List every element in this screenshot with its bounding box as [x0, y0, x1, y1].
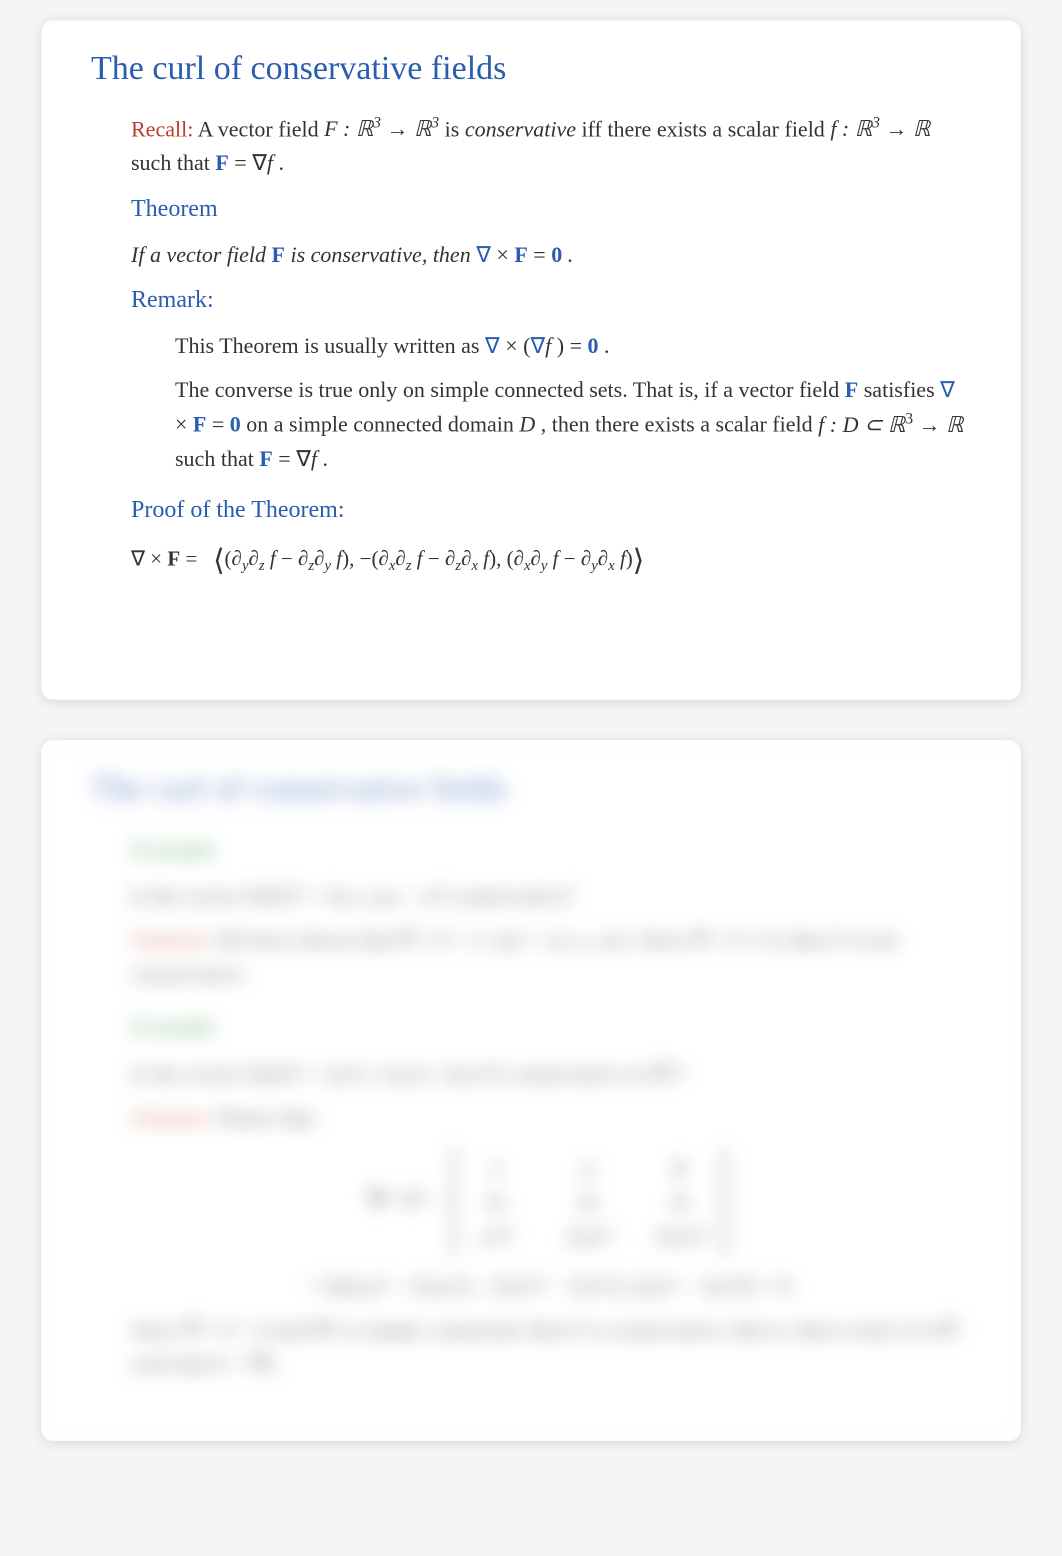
- text: This Theorem is usually written as: [175, 333, 485, 358]
- proof-equation: ∇ × F = ⟨(∂y∂z f − ∂z∂y f), −(∂x∂z f − ∂…: [131, 539, 971, 585]
- math: F = ∇f: [259, 446, 317, 471]
- text: such that: [175, 446, 259, 471]
- math: ∇ × F = 0: [476, 242, 562, 267]
- term: conservative: [465, 116, 576, 141]
- theorem-statement: If a vector field F is conservative, the…: [131, 238, 971, 272]
- math-D: D: [519, 412, 535, 437]
- text: If a vector field: [131, 242, 272, 267]
- text: .: [323, 446, 329, 471]
- slide-2: The curl of conservative fields Example …: [41, 740, 1021, 1441]
- theorem-label: Theorem: [131, 191, 971, 228]
- text: is: [445, 116, 465, 141]
- math: ∇ × (∇f ) = 0: [485, 333, 599, 358]
- text: iff there exists a scalar field: [581, 116, 830, 141]
- slide-content: Recall: A vector field F : ℝ3 → ℝ3 is co…: [91, 112, 971, 584]
- math: F : ℝ3 → ℝ3: [324, 116, 439, 141]
- text: The converse is true only on simple conn…: [175, 377, 845, 402]
- text: , then there exists a scalar field: [541, 412, 818, 437]
- text: on a simple connected domain: [246, 412, 519, 437]
- slide-1: The curl of conservative fields Recall: …: [41, 20, 1021, 700]
- text: satisfies: [864, 377, 940, 402]
- text: A vector field: [198, 116, 324, 141]
- math: F = ∇f: [215, 150, 273, 175]
- text: .: [568, 242, 574, 267]
- math: f : ℝ3 → ℝ: [830, 116, 930, 141]
- bracket: ⟩: [633, 545, 644, 577]
- text: .: [604, 333, 610, 358]
- math-F: F: [272, 242, 285, 267]
- remark-label: Remark:: [131, 282, 971, 319]
- lhs: ∇ × F =: [131, 546, 208, 570]
- text: such that: [131, 150, 215, 175]
- text: .: [279, 150, 285, 175]
- math: f : D ⊂ ℝ3 → ℝ: [818, 412, 963, 437]
- proof-label: Proof of the Theorem:: [131, 492, 971, 529]
- remark-1: This Theorem is usually written as ∇ × (…: [131, 329, 971, 363]
- text: is conservative, then: [290, 242, 476, 267]
- math-F: F: [845, 377, 858, 402]
- recall-block: Recall: A vector field F : ℝ3 → ℝ3 is co…: [131, 112, 971, 181]
- slide-title: The curl of conservative fields: [91, 50, 971, 88]
- recall-label: Recall:: [131, 116, 193, 141]
- remark-2: The converse is true only on simple conn…: [131, 373, 971, 476]
- bracket: ⟨: [213, 545, 224, 577]
- blur-overlay: [41, 740, 1021, 1441]
